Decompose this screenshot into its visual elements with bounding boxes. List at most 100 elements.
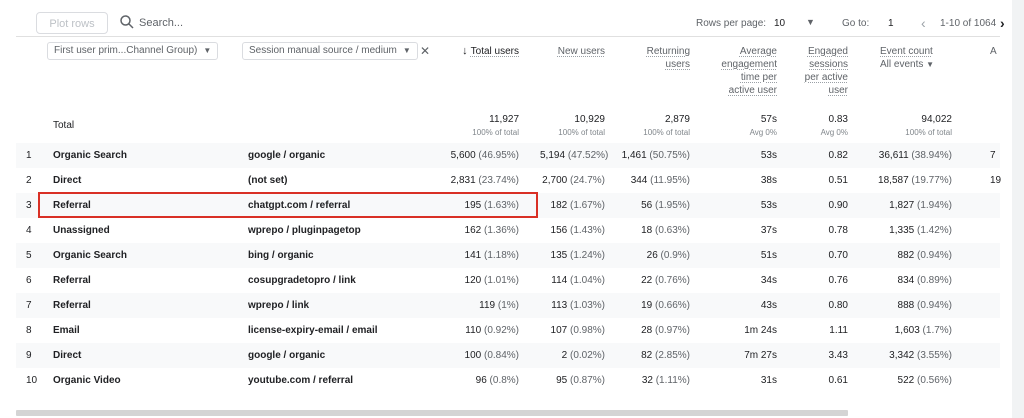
- cell-percent: (0.94%): [916, 300, 952, 311]
- source-medium-cell[interactable]: bing / organic: [248, 250, 314, 261]
- cell-value: 0.61: [828, 375, 848, 386]
- metric-header-returning-users[interactable]: Returning users: [646, 46, 690, 70]
- total-sub: 100% of total: [643, 128, 690, 137]
- total-sub: 100% of total: [472, 128, 519, 137]
- cell-percent: (1.11%): [655, 375, 690, 386]
- returning-users-cell: 82 (2.85%): [620, 350, 690, 361]
- chevron-right-icon[interactable]: ›: [1000, 15, 1005, 31]
- table-row[interactable]: 1 Organic Search google / organic 5,600 (46…: [16, 143, 1000, 168]
- event-count-cell: 888 (0.94%): [870, 300, 952, 311]
- cell-percent: (0.87%): [569, 375, 605, 386]
- cell-value: 82: [641, 350, 653, 361]
- source-medium-cell[interactable]: google / organic: [248, 350, 326, 361]
- cell-percent: (50.75%): [649, 150, 690, 161]
- returning-users-cell: 19 (0.66%): [620, 300, 690, 311]
- horizontal-scrollbar[interactable]: [16, 410, 848, 416]
- row-number: 10: [26, 375, 38, 386]
- cell-value: 18,587: [878, 175, 909, 186]
- cell-percent: (1.24%): [569, 250, 605, 261]
- channel-cell[interactable]: Organic Video: [53, 375, 121, 386]
- channel-cell[interactable]: Organic Search: [53, 150, 127, 161]
- engaged-sessions-cell: 0.80: [790, 300, 848, 311]
- channel-cell[interactable]: Email: [53, 325, 80, 336]
- metric-header-truncated[interactable]: A: [990, 46, 997, 57]
- channel-cell[interactable]: Organic Search: [53, 250, 127, 261]
- event-count-cell: 522 (0.56%): [870, 375, 952, 386]
- cell-percent: (1.18%): [483, 250, 519, 261]
- table-row[interactable]: 3 Referral chatgpt.com / referral 195 (1.63…: [16, 193, 1000, 218]
- avg-engagement-cell: 53s: [708, 150, 777, 161]
- cell-percent: (0.76%): [654, 275, 690, 286]
- table-row[interactable]: 4 Unassigned wprepo / pluginpagetop 162 (1.…: [16, 218, 1000, 243]
- plot-rows-button[interactable]: Plot rows: [36, 12, 108, 34]
- cell-percent: (1.04%): [569, 275, 605, 286]
- metric-header-new-users[interactable]: New users: [557, 46, 605, 57]
- source-medium-cell[interactable]: cosupgradetopro / link: [248, 275, 356, 286]
- returning-users-cell: 344 (11.95%): [620, 175, 690, 186]
- goto-input[interactable]: 1: [888, 18, 894, 29]
- source-medium-cell[interactable]: license-expiry-email / email: [248, 325, 378, 336]
- event-count-cell: 834 (0.89%): [870, 275, 952, 286]
- cell-percent: (0.94%): [916, 250, 952, 261]
- total-users-cell: 141 (1.18%): [448, 250, 519, 261]
- cell-percent: (0.63%): [654, 225, 690, 236]
- total-value: 10,929: [574, 114, 605, 125]
- total-value: 11,927: [489, 114, 519, 125]
- source-medium-cell[interactable]: chatgpt.com / referral: [248, 200, 351, 211]
- channel-cell[interactable]: Unassigned: [53, 225, 110, 236]
- table-row[interactable]: 8 Email license-expiry-email / email 110 (0…: [16, 318, 1000, 343]
- table-row[interactable]: 6 Referral cosupgradetopro / link 120 (1.01…: [16, 268, 1000, 293]
- metric-header-avg-engagement[interactable]: Average engagement time per active user: [721, 46, 777, 96]
- cell-percent: (1.7%): [922, 325, 952, 336]
- page-edge: [1012, 0, 1024, 418]
- dimension-select-second[interactable]: Session manual source / medium ▼: [242, 42, 418, 60]
- cell-value: 344: [630, 175, 648, 186]
- cell-percent: (1%): [497, 300, 519, 311]
- returning-users-cell: 1,461 (50.75%): [620, 150, 690, 161]
- table-row[interactable]: 5 Organic Search bing / organic 141 (1.18%)…: [16, 243, 1000, 268]
- table-row[interactable]: 2 Direct (not set) 2,831 (23.74%) 2,700 (24.…: [16, 168, 1001, 193]
- channel-cell[interactable]: Referral: [53, 275, 91, 286]
- event-count-cell: 1,603 (1.7%): [870, 325, 952, 336]
- event-filter-select[interactable]: All events ▼: [880, 59, 935, 70]
- close-icon[interactable]: ✕: [420, 44, 431, 58]
- total-users-cell: 162 (1.36%): [448, 225, 519, 236]
- cell-percent: (0.9%): [660, 250, 690, 261]
- metric-header-engaged-sessions[interactable]: Engaged sessions per active user: [804, 46, 848, 96]
- channel-cell[interactable]: Direct: [53, 350, 82, 361]
- source-medium-cell[interactable]: (not set): [248, 175, 288, 186]
- row-number: 6: [26, 275, 32, 286]
- caret-down-icon[interactable]: ▼: [806, 17, 815, 27]
- row-number: 3: [26, 200, 32, 211]
- cell-value: 882: [897, 250, 915, 261]
- avg-engagement-cell: 31s: [708, 375, 777, 386]
- dimension-select-first[interactable]: First user prim...Channel Group) ▼: [47, 42, 219, 60]
- avg-engagement-cell: 51s: [708, 250, 777, 261]
- cell-percent: (11.95%): [650, 175, 690, 186]
- metric-header-total-users[interactable]: ↓ Total users: [462, 45, 519, 57]
- table-row[interactable]: 10 Organic Video youtube.com / referral 96 …: [16, 368, 1000, 393]
- cell-percent: (0.84%): [483, 350, 519, 361]
- cell-value: 0.82: [828, 150, 848, 161]
- source-medium-cell[interactable]: youtube.com / referral: [248, 375, 354, 386]
- search-input[interactable]: Search...: [139, 17, 184, 29]
- row-number: 7: [26, 300, 32, 311]
- event-count-cell: 1,827 (1.94%): [870, 200, 952, 211]
- channel-cell[interactable]: Referral: [53, 300, 91, 311]
- cell-value: 51s: [760, 250, 777, 261]
- chevron-left-icon[interactable]: ‹: [921, 15, 926, 31]
- cell-value: 1,461: [621, 150, 647, 161]
- avg-engagement-cell: 1m 24s: [708, 325, 777, 336]
- source-medium-cell[interactable]: wprepo / link: [248, 300, 310, 311]
- source-medium-cell[interactable]: google / organic: [248, 150, 326, 161]
- channel-cell[interactable]: Referral: [53, 200, 91, 211]
- channel-cell[interactable]: Direct: [53, 175, 82, 186]
- metric-header-event-count[interactable]: Event count All events ▼: [880, 46, 935, 70]
- engaged-sessions-cell: 0.76: [790, 275, 848, 286]
- rows-per-page-select[interactable]: 10: [774, 18, 786, 29]
- row-number: 2: [26, 175, 32, 186]
- table-row[interactable]: 7 Referral wprepo / link 119 (1%) 113 (1.03%…: [16, 293, 1000, 318]
- search-icon[interactable]: [119, 14, 135, 30]
- source-medium-cell[interactable]: wprepo / pluginpagetop: [248, 225, 361, 236]
- table-row[interactable]: 9 Direct google / organic 100 (0.84%) 2 (0.0…: [16, 343, 1000, 368]
